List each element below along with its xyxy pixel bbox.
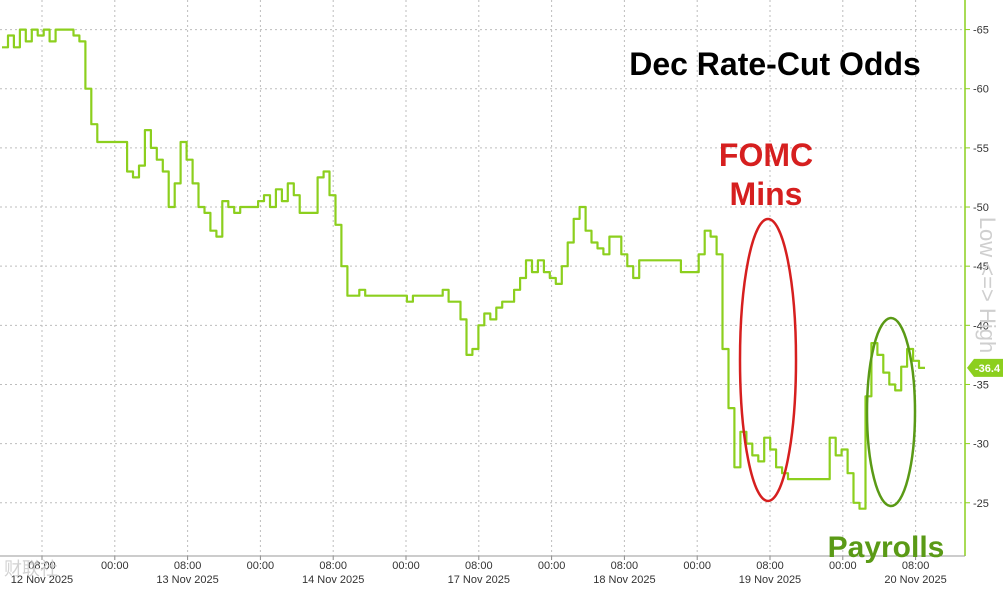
- x-tick-label: 00:00: [247, 560, 275, 572]
- y-tick-label: -40: [973, 320, 989, 332]
- y-tick-label: -30: [973, 439, 989, 451]
- x-tick-label: 00:00: [829, 560, 857, 572]
- last-value-badge: -36.4: [967, 358, 1003, 377]
- y-tick-label: -35: [973, 379, 989, 391]
- mins-annotation: Mins: [730, 176, 803, 212]
- series-layer: [2, 28, 925, 510]
- payrolls-annotation: Payrolls: [828, 531, 945, 564]
- x-tick-label: 00:00: [538, 560, 566, 572]
- last-value-label: -36.4: [975, 363, 1001, 375]
- x-date-label: 14 Nov 2025: [302, 574, 364, 586]
- x-date-label: 20 Nov 2025: [884, 574, 946, 586]
- y-axis: -25 -30 -35 -40 -45 -50 -55 -60 -65 -36.4: [964, 0, 1003, 556]
- x-tick-label: 00:00: [683, 560, 711, 572]
- series-line: [2, 28, 925, 510]
- chart-title: Dec Rate-Cut Odds: [629, 46, 921, 82]
- annotation-shapes: [738, 217, 917, 508]
- watermark: 财联社: [4, 559, 58, 579]
- y-tick-label: -60: [973, 84, 989, 96]
- x-axis: 08:00 00:00 08:00 00:00 08:00 00:00 08:00 00:00…: [0, 555, 965, 586]
- x-date-label: 12 Nov 2025: [11, 574, 73, 586]
- y-tick-label: -50: [973, 202, 989, 214]
- y-tick-label: -25: [973, 498, 989, 510]
- x-tick-label: 08:00: [756, 560, 784, 572]
- fomc-ellipse: [738, 217, 798, 503]
- x-tick-label: 08:00: [611, 560, 639, 572]
- y-tick-label: -45: [973, 261, 989, 273]
- payrolls-ellipse: [865, 316, 917, 508]
- x-tick-label: 00:00: [101, 560, 129, 572]
- x-tick-label: 08:00: [902, 560, 930, 572]
- x-date-label: 18 Nov 2025: [593, 574, 655, 586]
- x-date-label: 17 Nov 2025: [448, 574, 510, 586]
- y-tick-label: -55: [973, 143, 989, 155]
- x-tick-label: 00:00: [392, 560, 420, 572]
- x-tick-label: 08:00: [28, 560, 56, 572]
- x-date-label: 13 Nov 2025: [156, 574, 218, 586]
- x-tick-label: 08:00: [465, 560, 493, 572]
- last-value-badge-shape: [967, 358, 1003, 377]
- fomc-annotation: FOMC: [719, 137, 813, 173]
- x-date-label: 19 Nov 2025: [739, 574, 801, 586]
- x-tick-label: 08:00: [319, 560, 347, 572]
- y-tick-label: -65: [973, 25, 989, 37]
- grid: [0, 0, 965, 556]
- y-axis-note: Low <=> High: [975, 217, 1000, 353]
- x-tick-label: 08:00: [174, 560, 202, 572]
